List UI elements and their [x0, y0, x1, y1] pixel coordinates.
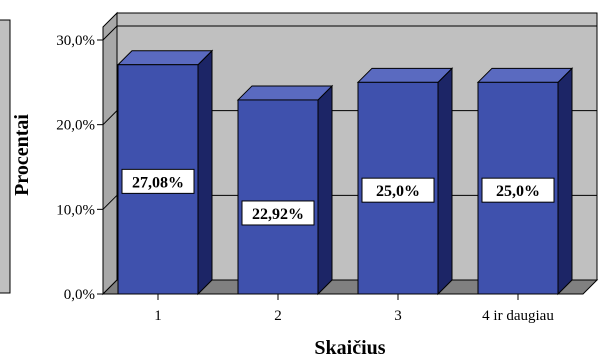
bar-side [317, 84, 333, 296]
x-tick-label: 3 [394, 308, 402, 324]
y-axis: 0,0% 10,0% 20,0% 30,0% [56, 33, 104, 303]
data-label-box [481, 177, 555, 203]
data-label: 25,0% [481, 177, 555, 203]
data-label-box [361, 177, 435, 203]
bar-top [116, 50, 214, 66]
bar: 27,08% [116, 49, 214, 296]
x-tick-label: 1 [154, 308, 162, 324]
bar-side [557, 67, 573, 296]
data-label-text: 25,0% [496, 183, 540, 200]
data-label-box [121, 168, 195, 194]
left-panel [0, 19, 11, 294]
plot-side-wall [102, 11, 118, 296]
data-label-text: 27,08% [132, 174, 184, 191]
data-label-text: 22,92% [252, 206, 304, 223]
bar: 25,0% [476, 67, 574, 296]
y-axis-title: Procentai [11, 114, 33, 196]
bar-top [356, 67, 454, 83]
bar-front [237, 99, 319, 295]
y-tick-label: 10,0% [56, 202, 95, 218]
x-axis-title: Skaičius [314, 337, 385, 359]
bar-side [197, 49, 213, 296]
bar-top [236, 85, 334, 101]
data-label-box [241, 200, 315, 226]
gridline [102, 25, 597, 41]
bar-side [437, 67, 453, 296]
bar-top [476, 67, 574, 83]
x-tick-label: 2 [274, 308, 282, 324]
x-axis: 1 2 3 4 ir daugiau [103, 293, 583, 324]
y-tick-label: 0,0% [64, 287, 95, 303]
y-tick-label: 20,0% [56, 118, 95, 134]
x-tick-label: 4 ir daugiau [482, 308, 554, 324]
data-label: 27,08% [121, 168, 195, 194]
data-label-text: 25,0% [376, 183, 420, 200]
data-label: 25,0% [361, 177, 435, 203]
bar: 25,0% [356, 67, 454, 296]
y-tick-label: 30,0% [56, 33, 95, 49]
bar: 22,92% [236, 84, 334, 296]
data-label: 22,92% [241, 200, 315, 226]
